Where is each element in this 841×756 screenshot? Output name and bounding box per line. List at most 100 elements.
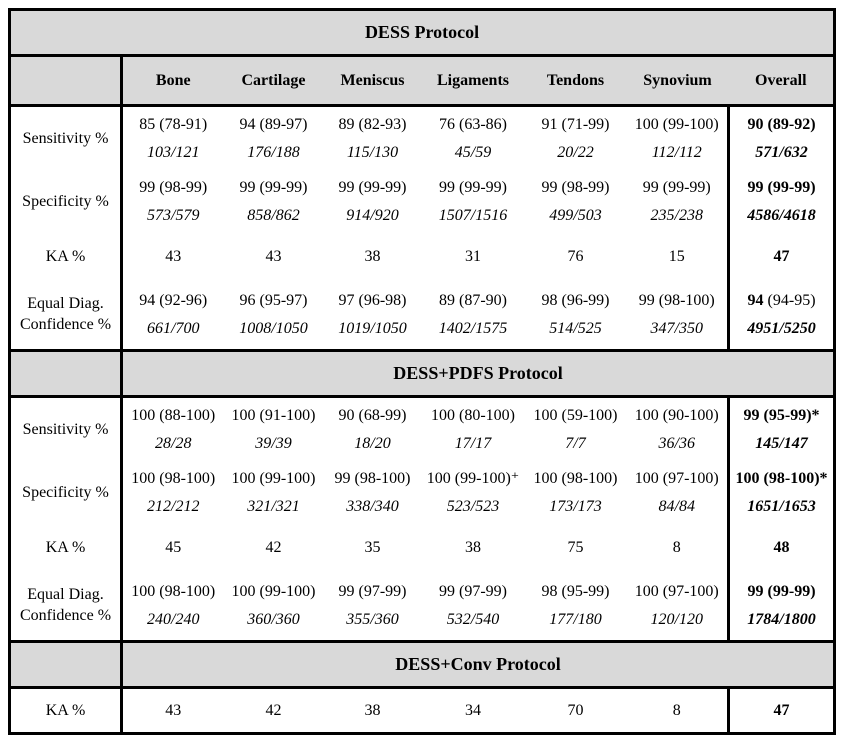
row-label-dess-protocol-specificity: Specificity % xyxy=(9,169,123,234)
section-title-dess-conv-protocol: DESS+Conv Protocol xyxy=(121,640,835,689)
cell-dess-pdfs-protocol-specificity-ligaments: 100 (99-100)⁺ 523/523 xyxy=(422,461,525,525)
cell-fraction: 1784/1800 xyxy=(747,610,816,628)
cell-fraction: 571/632 xyxy=(755,143,808,161)
cell-fraction: 347/350 xyxy=(650,319,703,337)
row-label-line: Sensitivity % xyxy=(22,420,109,438)
cell-value: 97 (96-98) xyxy=(338,291,407,309)
cell-fraction: 45/59 xyxy=(454,143,492,161)
cell-dess-protocol-ka-synovium: 15 xyxy=(627,234,729,280)
cell-value: 47 xyxy=(773,702,790,719)
cell-fraction: 499/503 xyxy=(549,207,602,224)
cell-fraction: 858/862 xyxy=(247,207,300,224)
cell-dess-pdfs-protocol-ka-tendons: 75 xyxy=(525,525,627,571)
cell-dess-protocol-equal-diag-confidence-ligaments: 89 (87-90) 1402/1575 xyxy=(422,280,525,351)
cell-dess-conv-protocol-ka-ligaments: 34 xyxy=(422,688,525,734)
cell-dess-protocol-equal-diag-confidence-meniscus: 97 (96-98) 1019/1050 xyxy=(324,280,422,351)
cell-value: 99 (98-99) xyxy=(541,179,610,196)
cell-dess-protocol-ka-cartilage: 43 xyxy=(224,234,324,280)
cell-value: 99 (99-99) xyxy=(239,179,308,196)
cell-value: 38 xyxy=(465,539,481,556)
column-header-cartilage: Cartilage xyxy=(223,55,324,107)
cell-value: 100 (99-100) xyxy=(231,470,316,487)
table-row-dess-conv-protocol-ka: KA % 43 42 38 34 70 8 47 xyxy=(9,687,835,734)
cell-fraction: 1008/1050 xyxy=(239,319,308,337)
cell-fraction: 355/360 xyxy=(346,610,399,628)
column-header-tendons: Tendons xyxy=(524,55,627,107)
cell-value: 99 (99-99) xyxy=(747,179,816,196)
cell-value: 91 (71-99) xyxy=(541,115,610,133)
cell-value: 100 (90-100) xyxy=(634,406,719,424)
cell-dess-protocol-equal-diag-confidence-tendons: 98 (96-99) 514/525 xyxy=(525,280,627,351)
cell-fraction: 661/700 xyxy=(147,319,200,337)
cell-value: 100 (98-100)* xyxy=(735,470,828,487)
cell-value: 48 xyxy=(773,539,790,556)
cell-value: 43 xyxy=(265,248,282,265)
cell-value: 98 (95-99) xyxy=(541,582,610,600)
section-title-dess-pdfs-protocol: DESS+PDFS Protocol xyxy=(121,349,835,398)
cell-dess-protocol-equal-diag-confidence-overall: 94 (94-95) 4951/5250 xyxy=(726,279,835,351)
cell-fraction: 235/238 xyxy=(650,207,703,224)
cell-value: 89 (82-93) xyxy=(338,115,407,133)
row-label-dess-pdfs-protocol-specificity: Specificity % xyxy=(9,460,123,525)
cell-dess-pdfs-protocol-specificity-synovium: 100 (97-100) 84/84 xyxy=(627,461,729,525)
cell-dess-protocol-specificity-tendons: 99 (98-99) 499/503 xyxy=(525,170,627,234)
cell-dess-pdfs-protocol-sensitivity-tendons: 100 (59-100) 7/7 xyxy=(525,397,627,461)
cell-value: 90 (89-92) xyxy=(747,115,816,133)
cell-dess-pdfs-protocol-equal-diag-confidence-ligaments: 99 (97-99) 532/540 xyxy=(422,571,525,642)
cell-value: 70 xyxy=(567,702,584,719)
cell-dess-protocol-sensitivity-overall: 90 (89-92) 571/632 xyxy=(726,105,835,170)
row-label-line: Confidence % xyxy=(19,607,112,625)
cell-value: 100 (99-100)⁺ xyxy=(426,470,520,487)
cell-fraction: 573/579 xyxy=(147,207,200,224)
section-band-row-dess-conv-protocol: DESS+Conv Protocol xyxy=(9,640,835,689)
cell-value: 89 (87-90) xyxy=(439,291,507,309)
cell-dess-protocol-sensitivity-synovium: 100 (99-100) 112/112 xyxy=(627,106,729,170)
cell-dess-protocol-sensitivity-ligaments: 76 (63-86) 45/59 xyxy=(422,106,525,170)
cell-dess-pdfs-protocol-equal-diag-confidence-tendons: 98 (95-99) 177/180 xyxy=(525,571,627,642)
cell-value: 15 xyxy=(668,248,685,265)
table-row-dess-pdfs-protocol-equal-diag-confidence: Equal Diag. Confidence % 100 (98-100) 240/2… xyxy=(9,570,835,642)
cell-fraction: 36/36 xyxy=(658,434,695,452)
cell-value: 43 xyxy=(165,248,182,265)
cell-value: 94 (89-97) xyxy=(239,115,308,133)
cell-dess-pdfs-protocol-ka-ligaments: 38 xyxy=(422,525,525,571)
column-header-synovium: Synovium xyxy=(626,55,729,107)
cell-fraction: 145/147 xyxy=(755,434,808,452)
row-label-dess-protocol-ka: KA % xyxy=(9,233,123,280)
cell-fraction: 360/360 xyxy=(247,610,300,628)
cell-dess-pdfs-protocol-ka-bone: 45 xyxy=(122,525,224,571)
cell-fraction: 176/188 xyxy=(247,143,300,161)
cell-value: 99 (95-99)* xyxy=(743,406,820,424)
cell-dess-protocol-specificity-synovium: 99 (99-99) 235/238 xyxy=(627,170,729,234)
cell-dess-pdfs-protocol-ka-cartilage: 42 xyxy=(224,525,324,571)
cell-value: 31 xyxy=(465,248,481,265)
cell-dess-protocol-equal-diag-confidence-cartilage: 96 (95-97) 1008/1050 xyxy=(224,280,324,351)
cell-dess-protocol-equal-diag-confidence-bone: 94 (92-96) 661/700 xyxy=(122,280,224,351)
cell-dess-protocol-ka-meniscus: 38 xyxy=(324,234,422,280)
cell-fraction: 112/112 xyxy=(651,143,702,161)
cell-dess-pdfs-protocol-sensitivity-synovium: 100 (90-100) 36/36 xyxy=(627,397,729,461)
cell-value: 100 (99-100) xyxy=(634,115,719,133)
cell-dess-pdfs-protocol-sensitivity-overall: 99 (95-99)* 145/147 xyxy=(726,396,835,461)
row-label-line: Specificity % xyxy=(22,484,109,501)
table-row-dess-protocol-ka: KA % 43 43 38 31 76 15 47 xyxy=(9,233,835,280)
cell-value: 100 (91-100) xyxy=(231,406,316,424)
cell-value: 96 (95-97) xyxy=(239,291,308,309)
cell-dess-pdfs-protocol-sensitivity-meniscus: 90 (68-99) 18/20 xyxy=(324,397,422,461)
cell-value: 100 (59-100) xyxy=(533,406,618,424)
row-label-dess-protocol-equal-diag-confidence: Equal Diag. Confidence % xyxy=(9,279,123,351)
cell-value: 42 xyxy=(265,702,282,719)
row-label-line: KA % xyxy=(45,702,86,719)
section-title-dess-protocol: DESS Protocol xyxy=(9,8,835,57)
cell-dess-protocol-ka-bone: 43 xyxy=(122,234,224,280)
row-label-line: Confidence % xyxy=(19,316,112,334)
cell-fraction: 17/17 xyxy=(454,434,492,452)
row-label-line: KA % xyxy=(45,539,86,556)
cell-dess-pdfs-protocol-equal-diag-confidence-cartilage: 100 (99-100) 360/360 xyxy=(224,571,324,642)
cell-fraction: 120/120 xyxy=(650,610,703,628)
table-row-dess-protocol-specificity: Specificity % 99 (98-99) 573/579 99 (99-99)… xyxy=(9,169,835,234)
cell-value: 99 (98-99) xyxy=(139,179,208,196)
cell-value: 99 (97-99) xyxy=(338,582,407,600)
cell-value: 94 (94-95) xyxy=(747,291,816,309)
